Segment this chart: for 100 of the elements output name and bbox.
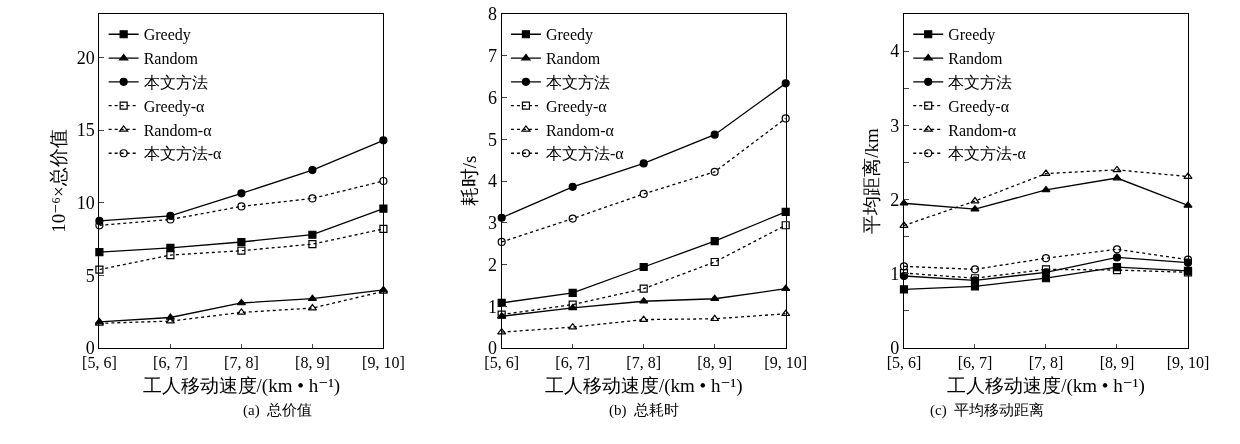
x-tick-label: [8, 9]: [697, 354, 733, 372]
point: [95, 221, 104, 230]
point: [237, 246, 246, 255]
legend-label: 本文方法-α: [143, 145, 222, 163]
legend-label: 本文方法: [545, 74, 610, 92]
point: [568, 323, 578, 330]
y-tick-label: 20: [76, 47, 95, 68]
point: [95, 265, 104, 274]
point: [308, 230, 317, 239]
y-tick-label: 5: [488, 129, 498, 150]
point: [970, 265, 980, 274]
x-axis-title: 工人移动速度/(km • h⁻¹): [142, 375, 341, 397]
point: [710, 130, 719, 139]
point: [710, 257, 719, 267]
point: [899, 199, 909, 206]
point: [308, 166, 317, 175]
x-tick-label: [9, 10]: [764, 354, 808, 372]
legend-label: Greedy: [948, 26, 996, 45]
point: [237, 202, 246, 211]
point: [1112, 253, 1122, 262]
point: [379, 224, 388, 234]
point: [781, 221, 790, 230]
point: [497, 237, 506, 247]
legend-label: Greedy: [143, 26, 191, 45]
point: [379, 176, 388, 186]
point: [568, 182, 577, 191]
point: [307, 303, 318, 311]
point: [568, 288, 577, 297]
legend-label: Random: [143, 50, 199, 68]
legend-label: Greedy-α: [545, 97, 608, 116]
point: [781, 114, 790, 123]
x-tick-label: [7, 8]: [224, 354, 259, 372]
point: [781, 309, 791, 317]
y-tick-label: 2: [488, 254, 498, 275]
x-tick-label: [6, 7]: [153, 354, 188, 372]
point: [379, 204, 388, 213]
y-tick-label: 8: [488, 4, 498, 25]
y-tick-label: 15: [76, 120, 95, 141]
legend-label: Random-α: [143, 121, 213, 139]
y-tick-label: 3: [890, 115, 900, 136]
point: [236, 298, 247, 306]
text: (a) 总价值: [243, 402, 313, 419]
legend-label: Random: [545, 50, 601, 68]
y-tick-label: 1: [890, 264, 900, 285]
text: (b) 总耗时: [609, 402, 679, 419]
point: [639, 315, 649, 322]
y-tick-label: 6: [488, 87, 498, 108]
point: [308, 194, 317, 203]
point: [166, 243, 175, 252]
point: [899, 262, 909, 271]
point: [710, 167, 719, 176]
point: [1112, 173, 1122, 181]
legend-label: Random-α: [948, 121, 1017, 139]
point: [568, 214, 577, 223]
point: [1112, 165, 1122, 173]
x-axis-title: 工人移动速度/(km • h⁻¹): [544, 375, 743, 397]
legend-label: Random-α: [545, 121, 615, 139]
y-tick-label: 10: [76, 193, 95, 214]
point: [1183, 172, 1193, 179]
point: [1041, 185, 1051, 193]
text: (c) 平均移动距离: [930, 402, 1045, 419]
y-tick-label: 3: [488, 213, 498, 234]
point: [710, 314, 720, 322]
point: [710, 237, 719, 246]
legend-label: 本文方法: [948, 74, 1013, 92]
legend-label: Greedy-α: [143, 97, 206, 116]
x-tick-label: [9, 10]: [362, 354, 405, 372]
point: [497, 328, 507, 335]
x-tick-label: [6, 7]: [555, 354, 591, 372]
y-tick-label: 2: [890, 189, 900, 210]
point: [1041, 169, 1051, 176]
point: [1112, 245, 1122, 254]
y-tick-label: 5: [85, 265, 95, 286]
point: [166, 250, 175, 260]
legend-label: Greedy: [545, 26, 594, 45]
point: [639, 159, 648, 168]
legend-label: 本文方法-α: [948, 145, 1027, 163]
y-axis-title: 10⁻⁶×总价值: [47, 129, 69, 233]
point: [639, 297, 649, 304]
legend-label: Random: [948, 50, 1003, 68]
x-tick-label: [7, 8]: [626, 354, 662, 372]
x-tick-label: [8, 9]: [1099, 354, 1135, 372]
x-tick-label: [6, 7]: [957, 354, 993, 372]
y-tick-label: 4: [890, 41, 900, 62]
legend-label: 本文方法-α: [545, 145, 625, 163]
point: [237, 237, 246, 247]
point: [237, 189, 246, 198]
y-tick-label: 4: [488, 171, 498, 192]
point: [639, 262, 648, 272]
point: [639, 284, 648, 293]
point: [639, 189, 648, 199]
point: [1041, 254, 1051, 263]
point: [970, 205, 980, 212]
legend-label: Greedy-α: [948, 97, 1010, 116]
point: [899, 285, 909, 294]
x-axis-title: 工人移动速度/(km • h⁻¹): [947, 375, 1145, 397]
point: [970, 196, 980, 204]
point: [308, 240, 317, 249]
point: [710, 294, 720, 302]
y-tick-label: 1: [488, 296, 498, 317]
